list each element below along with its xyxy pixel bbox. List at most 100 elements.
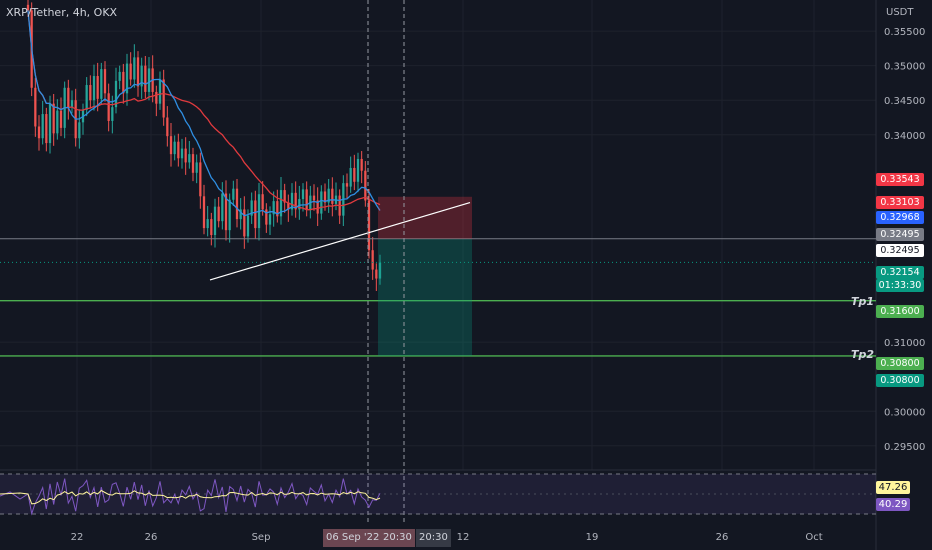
rsi-ma-value-tag: 40.29 [876,498,910,511]
candle-body [148,68,150,92]
price-tag-tp2: 0.30800 [876,357,924,370]
candle-body [262,194,264,209]
candle-body [236,189,238,219]
candle-body [269,214,271,224]
candle-body [350,168,352,187]
candle-body [71,100,73,107]
candle-body [306,189,308,210]
candle-body [320,191,322,213]
time-tick: 26 [716,532,729,543]
candle-body [155,92,157,104]
candle-body [111,107,113,121]
candle-body [177,142,179,159]
price-tick-label: 0.31000 [884,338,925,349]
price-tag-countdown: 01:33:30 [876,279,924,292]
candle-body [331,189,333,204]
candle-body [38,126,40,138]
currency-label: USDT [886,7,913,18]
price-tag-tp1: 0.31600 [876,305,924,318]
position-stop-zone [378,197,472,239]
candle-body [207,219,209,228]
candle-body [89,85,91,100]
candle-body [313,196,315,201]
candle-body [210,219,212,235]
candle-body [174,142,176,154]
time-tick: 19 [586,532,599,543]
candle-body [302,189,304,199]
candle-body [108,93,110,121]
candle-body [86,85,88,110]
rsi-value-tag: 47.26 [876,481,910,494]
candle-body [364,171,366,201]
price-tick-label: 0.34500 [884,96,925,107]
price-tick-label: 0.30000 [884,407,925,418]
symbol-title[interactable]: XRP/Tether, 4h, OKX [6,6,117,19]
price-tag-stop: 0.33103 [876,196,924,209]
price-tag-hline: 0.32495 [876,244,924,257]
crosshair-time-label: 06 Sep '22 [323,529,382,547]
candle-body [346,183,348,186]
candle-body [353,168,355,182]
candle-body [133,57,135,79]
candle-body [56,111,58,134]
time-tick: 12 [457,532,470,543]
candle-body [170,136,172,154]
ma-slow-line [28,10,380,209]
candle-body [34,88,36,127]
candle-body [60,111,62,128]
candle-body [104,69,106,93]
price-tag-ma-slow: 0.33543 [876,173,924,186]
rsi-pane [0,474,876,514]
candle-body [42,114,44,138]
time-tick: Sep [252,532,271,543]
candle-body [163,79,165,117]
ma-fast-line [28,10,380,215]
candles-series [27,0,381,291]
candle-body [159,79,161,103]
price-tick-label: 0.35000 [884,62,925,73]
candle-body [232,189,234,200]
candle-body [181,149,183,159]
candle-body [93,76,95,100]
candle-body [254,200,256,228]
candle-body [97,76,99,99]
candle-body [243,209,245,236]
candle-body [130,64,132,80]
candle-body [214,207,216,235]
candle-body [192,154,194,173]
price-tag-entry: 0.32495 [876,228,924,241]
candle-body [247,216,249,237]
time-tick: 22 [71,532,84,543]
candle-body [375,270,377,279]
candle-body [100,69,102,99]
candle-body [137,57,139,86]
candle-body [361,159,363,171]
candle-body [188,154,190,162]
candle-body [166,118,168,137]
tp1-label: Tp1 [851,295,874,308]
candle-body [67,88,69,107]
candle-body [199,162,201,196]
price-tag-last: 0.32154 [876,266,924,279]
candle-body [49,104,51,143]
candle-body [196,162,198,172]
price-tick-label: 0.29500 [884,442,925,453]
candle-body [53,104,55,134]
crosshair-time-extra: 20:30 [380,529,415,547]
candle-body [144,66,146,92]
candle-body [78,122,80,138]
price-tick-label: 0.35500 [884,27,925,38]
candle-body [119,72,121,81]
candle-body [203,196,205,228]
candle-body [122,72,124,93]
time-tick: 26 [145,532,158,543]
candle-body [372,250,374,269]
price-tag-ma-fast: 0.32968 [876,211,924,224]
candle-body [185,149,187,163]
candle-body [218,207,220,222]
crosshair-time-label-2: 20:30 [416,529,451,547]
position-target-zone [378,239,472,356]
price-tick-label: 0.34000 [884,131,925,142]
candle-body [357,159,359,182]
